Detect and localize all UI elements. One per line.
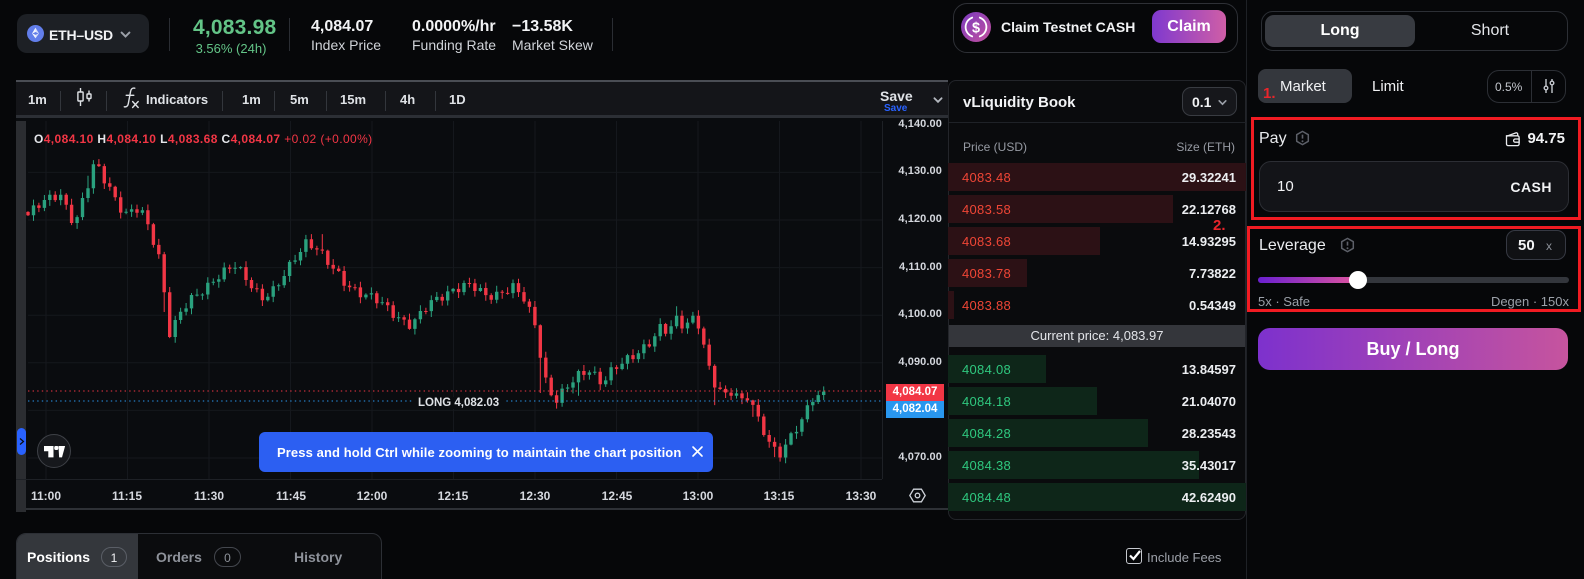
svg-text:$: $ [972,20,980,36]
